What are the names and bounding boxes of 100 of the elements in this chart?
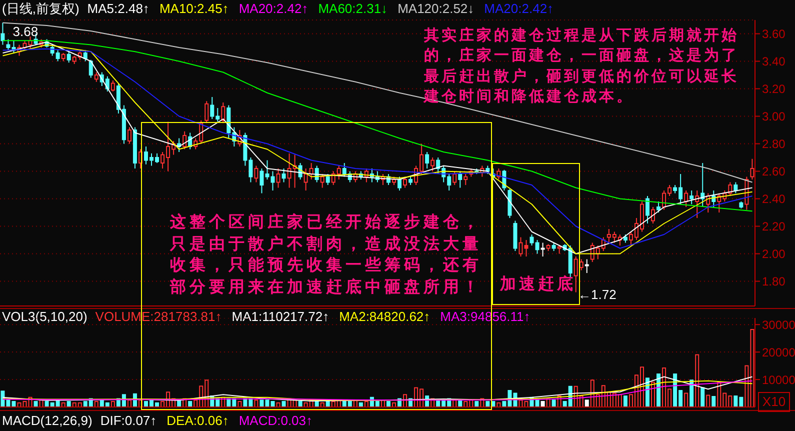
bar: [276, 402, 280, 407]
bar: [110, 401, 115, 407]
text: DIF:0.07↑: [100, 413, 157, 428]
y-tick-label: 3.60: [762, 27, 786, 42]
candlestick: [276, 168, 280, 188]
bar: [684, 392, 688, 407]
candlestick: [254, 165, 258, 183]
candlestick: [88, 59, 93, 78]
candlestick: [645, 196, 650, 224]
candlestick: [425, 152, 430, 169]
candlestick: [182, 130, 187, 150]
candlestick: [518, 236, 523, 257]
bar: [282, 401, 286, 407]
y-tick-label: 1.80: [762, 274, 786, 289]
bar: [254, 400, 258, 407]
candlestick: [326, 174, 330, 186]
line-series: [2, 22, 753, 183]
bar: [695, 354, 700, 407]
annotation: ←1.72: [578, 287, 618, 302]
candlestick: [116, 82, 120, 114]
bar: [61, 402, 66, 407]
candlestick: [734, 182, 738, 194]
text: MA120:2.52↓: [398, 1, 474, 16]
text: MACD(12,26,9): [2, 413, 92, 428]
bar: [188, 401, 192, 407]
bar: [127, 400, 132, 407]
candlestick: [204, 100, 209, 124]
candlestick: [66, 51, 71, 64]
candlestick: [684, 190, 688, 208]
bar: [552, 400, 556, 407]
annotation: 3.68: [12, 24, 38, 39]
candlestick: [403, 176, 408, 188]
candlestick: [221, 102, 226, 124]
y-tick-label: 2.60: [762, 164, 786, 179]
candlestick: [452, 170, 457, 186]
candlestick: [110, 80, 115, 92]
bar: [584, 400, 589, 407]
candlestick: [282, 168, 286, 183]
candlestick: [574, 256, 578, 293]
candlestick: [320, 174, 324, 188]
bar: [706, 394, 710, 407]
bar: [496, 402, 501, 407]
text: DEA:0.06↑: [166, 413, 229, 428]
candlestick: [690, 190, 694, 205]
y-tick-label: 20000: [762, 345, 795, 360]
y-tick-label: 30000: [762, 318, 795, 332]
bar: [326, 401, 330, 407]
bar: [518, 400, 523, 407]
y-tick-label: 3.20: [762, 82, 786, 96]
y-tick-label: 2.20: [762, 220, 786, 234]
bar: [298, 401, 302, 407]
bar: [656, 374, 661, 407]
bar: [238, 401, 242, 407]
candlestick: [398, 176, 402, 191]
bar: [392, 402, 396, 407]
candlestick: [656, 201, 661, 213]
candlestick: [464, 174, 468, 186]
candlestick: [524, 240, 528, 257]
text: MACD:0.03↑: [238, 413, 313, 428]
text: MA2:84820.62↑: [339, 309, 430, 324]
bar: [524, 401, 528, 407]
bar: [712, 396, 716, 407]
candlestick: [750, 158, 754, 180]
bar: [486, 401, 490, 407]
y-tick-label: 2.00: [762, 247, 786, 262]
candlestick: [458, 170, 462, 188]
candlestick: [0, 22, 5, 46]
y-tick-label: 3.40: [762, 54, 786, 69]
text: MA10:2.45↑: [159, 1, 229, 16]
y-tick-label: 2.80: [762, 137, 786, 152]
bar: [651, 382, 656, 407]
candlestick: [127, 126, 132, 144]
text: MA60:2.31↓: [318, 1, 388, 16]
bar: [320, 402, 324, 407]
candlestick: [584, 258, 589, 274]
bar: [700, 387, 705, 407]
text: MA20:2.42↑: [484, 1, 554, 16]
bar: [94, 401, 98, 407]
text: X10: [758, 392, 790, 412]
candlestick: [304, 168, 308, 191]
bar: [386, 401, 390, 407]
y-tick-label: 2.40: [762, 192, 786, 206]
bar: [623, 396, 628, 407]
bar: [540, 401, 545, 407]
candlestick: [579, 258, 584, 271]
candlestick: [540, 242, 545, 257]
chart-title: (日线,前复权): [2, 1, 80, 16]
candlestick: [651, 206, 656, 224]
y-tick-label: 3.00: [762, 110, 786, 124]
legend-label: MA20:2.42↑: [238, 1, 308, 16]
annotation: 这整个区间庄家已经开始逐步建仓，只是由于散户不割肉，造成没法大量收集，只能预先收集一些筹码，还有部分要用来在加速赶底中砸盘所用！: [170, 212, 483, 298]
bar: [358, 402, 363, 407]
bar: [17, 402, 22, 407]
bar: [364, 401, 368, 407]
annotation: 加速赶底: [500, 276, 576, 293]
y-tick-label: 10000: [762, 372, 795, 387]
line-series: [2, 380, 753, 401]
candlestick: [94, 72, 98, 82]
text: MA1:110217.72↑: [232, 309, 330, 324]
text: MA5:2.48↑: [87, 1, 150, 16]
